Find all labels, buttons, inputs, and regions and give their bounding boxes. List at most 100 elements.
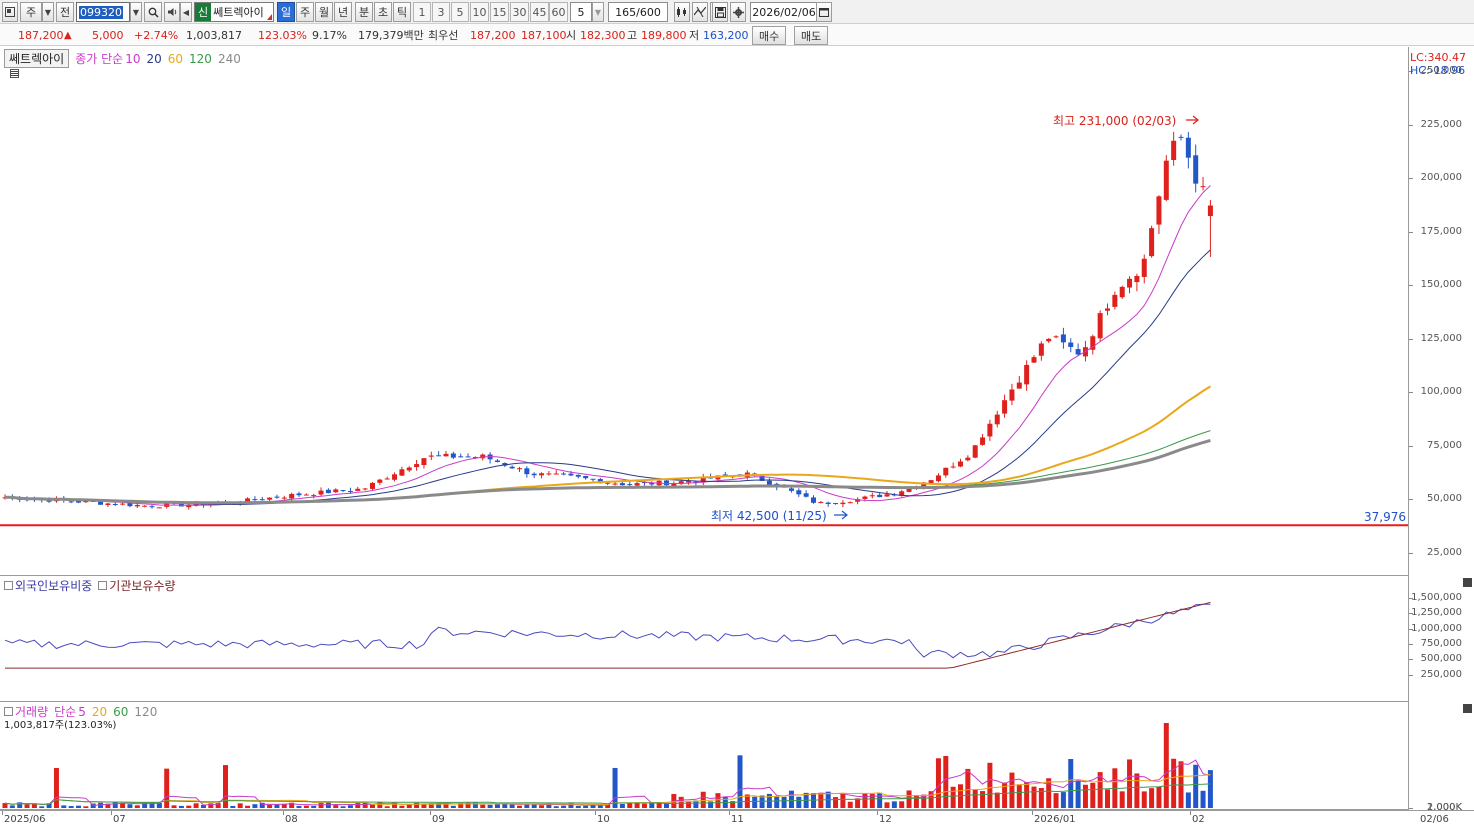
candle-body	[575, 474, 581, 477]
candle-body	[1002, 400, 1008, 414]
period-tick-tab[interactable]: 틱	[393, 2, 411, 22]
volume-bar	[833, 797, 839, 808]
date-field[interactable]: 2026/02/06	[750, 2, 818, 22]
volume-bar	[1156, 786, 1162, 808]
candle-body	[98, 500, 104, 505]
high-label: 고	[627, 29, 638, 42]
series2-toggle[interactable]	[98, 581, 108, 590]
holdings-pane[interactable]: 1,500,000 1,250,000 1,000,000 750,000 500,00…	[0, 576, 1474, 702]
market-type-select[interactable]: 주	[20, 2, 42, 22]
volume-bar	[664, 803, 669, 808]
volume-bar	[252, 804, 258, 808]
vol-ma60-label: 60	[113, 704, 129, 719]
candle-body	[1090, 336, 1096, 350]
volume-bar	[546, 802, 552, 808]
pane-menu-icon[interactable]	[10, 69, 19, 78]
candle-body	[1053, 336, 1059, 338]
code-dropdown-icon[interactable]: ▼	[130, 2, 142, 22]
bar-count-field[interactable]: 165/600	[608, 2, 668, 22]
candle-body	[766, 480, 772, 485]
volume-bar	[700, 791, 706, 808]
candle-settings-icon[interactable]	[674, 2, 690, 22]
speaker-icon[interactable]	[164, 2, 180, 22]
period-minute-tab[interactable]: 분	[355, 2, 373, 22]
price-y-axis[interactable]: 250,000 225,000 200,000 175,000 150,000 125,0…	[1408, 47, 1474, 576]
interval-input[interactable]: 5	[570, 2, 592, 22]
candle-body	[1119, 286, 1125, 298]
candle-body	[847, 502, 853, 504]
ma-label: 종가 단순	[75, 52, 124, 66]
all-toggle-button[interactable]: 전	[56, 2, 74, 22]
interval-1-button[interactable]: 1	[413, 2, 431, 22]
chart-window-icon[interactable]	[2, 2, 18, 22]
candle-body	[1149, 228, 1155, 257]
interval-5-button[interactable]: 5	[451, 2, 469, 22]
price-pane[interactable]: 250,000 225,000 200,000 175,000 150,000 125,0…	[0, 47, 1474, 576]
volume-y-axis[interactable]: 2,000K 1,000K	[1408, 702, 1474, 813]
cross-line-icon[interactable]	[692, 2, 708, 22]
volume-bar	[1097, 772, 1103, 808]
x-tick-mark	[2, 811, 3, 815]
volume-bar	[39, 806, 45, 808]
price-chart-svg[interactable]	[0, 47, 1408, 576]
interval-3-button[interactable]: 3	[432, 2, 450, 22]
volume-bar	[230, 805, 236, 808]
holdings-y-axis[interactable]: 1,500,000 1,250,000 1,000,000 750,000 500,00…	[1408, 576, 1474, 702]
search-icon[interactable]	[144, 2, 162, 22]
interval-dropdown-icon[interactable]: ▼	[592, 2, 604, 22]
candle-body	[149, 506, 155, 508]
previous-stock-icon[interactable]: ◀	[180, 2, 192, 22]
interval-60-button[interactable]: 60	[549, 2, 568, 22]
date-x-axis[interactable]: 2025/06 07 08 09 10 11 12 2026/01 02 02/06	[0, 810, 1474, 829]
interval-45-button[interactable]: 45	[530, 2, 549, 22]
candle-body	[458, 456, 464, 458]
period-week-tab[interactable]: 주	[296, 2, 314, 22]
period-year-tab[interactable]: 년	[334, 2, 352, 22]
period-day-tab[interactable]: 일	[277, 2, 295, 22]
gear-icon[interactable]	[730, 2, 746, 22]
volume-bar	[539, 805, 545, 808]
candle-body	[921, 482, 927, 488]
ma240-label: 240	[217, 51, 241, 66]
candle-body	[1134, 275, 1140, 283]
price-tick-label: 125,000	[1420, 332, 1462, 344]
interval-30-button[interactable]: 30	[510, 2, 529, 22]
volume-bar	[1090, 782, 1096, 808]
volume-bar	[517, 805, 522, 808]
save-icon[interactable]	[712, 2, 728, 22]
volume-bar	[347, 805, 353, 808]
chevron-down-icon[interactable]: ▼	[42, 2, 54, 22]
volume-bar	[1119, 791, 1125, 808]
period-second-tab[interactable]: 초	[374, 2, 392, 22]
pane-close-icon[interactable]	[1463, 578, 1472, 587]
candle-body	[980, 437, 986, 445]
calendar-icon[interactable]	[816, 2, 832, 22]
candle-body	[928, 480, 934, 484]
candle-body	[245, 498, 251, 504]
series1-toggle[interactable]	[4, 581, 13, 590]
volume-pane-close-icon[interactable]	[1463, 704, 1472, 713]
volume-bar	[46, 803, 52, 808]
ma120-label: 120	[189, 51, 212, 66]
candle-body	[524, 468, 530, 475]
stock-name-field[interactable]: 신 쎄트렉아이	[194, 2, 274, 22]
volume-toggle[interactable]	[4, 707, 13, 716]
holdings-chart-svg[interactable]	[0, 576, 1408, 702]
tick-mark	[1409, 338, 1413, 340]
holdings-tick-label: 750,000	[1420, 638, 1462, 650]
interval-10-button[interactable]: 10	[470, 2, 489, 22]
volume-chart-svg[interactable]	[0, 702, 1408, 810]
sell-button[interactable]: 매도	[794, 26, 829, 45]
buy-button[interactable]: 매수	[752, 26, 787, 45]
volume-bar	[193, 803, 199, 808]
interval-15-button[interactable]: 15	[490, 2, 509, 22]
stock-name-box[interactable]: 쎄트렉아이	[4, 49, 70, 68]
stock-code-input[interactable]: 099320	[76, 2, 130, 22]
volume-pane[interactable]: 2,000K 1,000K 거래량 단순 5 20 60 120 1,003,81…	[0, 702, 1474, 813]
volume-bar	[53, 768, 59, 808]
period-month-tab[interactable]: 월	[315, 2, 333, 22]
volume-bar	[869, 793, 875, 808]
change-percent: +2.74%	[134, 28, 179, 42]
volume-bar	[619, 803, 625, 808]
volume-bar	[950, 786, 956, 808]
